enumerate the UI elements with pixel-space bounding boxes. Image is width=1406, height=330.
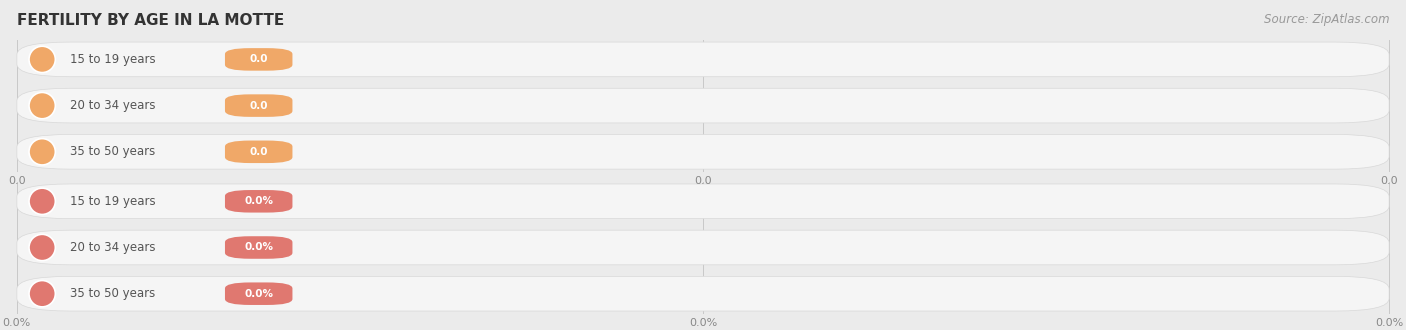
Text: 0.0%: 0.0% [3, 317, 31, 328]
Text: 0.0: 0.0 [695, 176, 711, 186]
Text: 35 to 50 years: 35 to 50 years [70, 145, 156, 158]
Text: 0.0: 0.0 [1381, 176, 1398, 186]
FancyBboxPatch shape [17, 42, 1389, 77]
Ellipse shape [30, 188, 55, 215]
FancyBboxPatch shape [17, 184, 1389, 218]
FancyBboxPatch shape [225, 94, 292, 117]
Text: 0.0%: 0.0% [245, 289, 273, 299]
Ellipse shape [30, 234, 55, 261]
Ellipse shape [30, 92, 55, 119]
FancyBboxPatch shape [17, 88, 1389, 123]
Text: 0.0: 0.0 [249, 54, 269, 64]
Text: 20 to 34 years: 20 to 34 years [70, 99, 156, 112]
Text: Source: ZipAtlas.com: Source: ZipAtlas.com [1264, 13, 1389, 26]
Text: 0.0: 0.0 [249, 147, 269, 157]
Text: 0.0: 0.0 [249, 101, 269, 111]
FancyBboxPatch shape [17, 230, 1389, 265]
FancyBboxPatch shape [225, 190, 292, 213]
FancyBboxPatch shape [17, 277, 1389, 311]
FancyBboxPatch shape [225, 236, 292, 259]
Ellipse shape [30, 280, 55, 307]
Ellipse shape [30, 46, 55, 73]
Text: 0.0: 0.0 [8, 176, 25, 186]
Text: 15 to 19 years: 15 to 19 years [70, 53, 156, 66]
FancyBboxPatch shape [225, 48, 292, 71]
Text: 15 to 19 years: 15 to 19 years [70, 195, 156, 208]
Text: 0.0%: 0.0% [245, 196, 273, 206]
Ellipse shape [30, 139, 55, 165]
Text: 0.0%: 0.0% [245, 243, 273, 252]
Text: 0.0%: 0.0% [1375, 317, 1403, 328]
FancyBboxPatch shape [225, 141, 292, 163]
Text: 0.0%: 0.0% [689, 317, 717, 328]
FancyBboxPatch shape [225, 282, 292, 305]
FancyBboxPatch shape [17, 135, 1389, 169]
Text: FERTILITY BY AGE IN LA MOTTE: FERTILITY BY AGE IN LA MOTTE [17, 13, 284, 28]
Text: 20 to 34 years: 20 to 34 years [70, 241, 156, 254]
Text: 35 to 50 years: 35 to 50 years [70, 287, 156, 300]
